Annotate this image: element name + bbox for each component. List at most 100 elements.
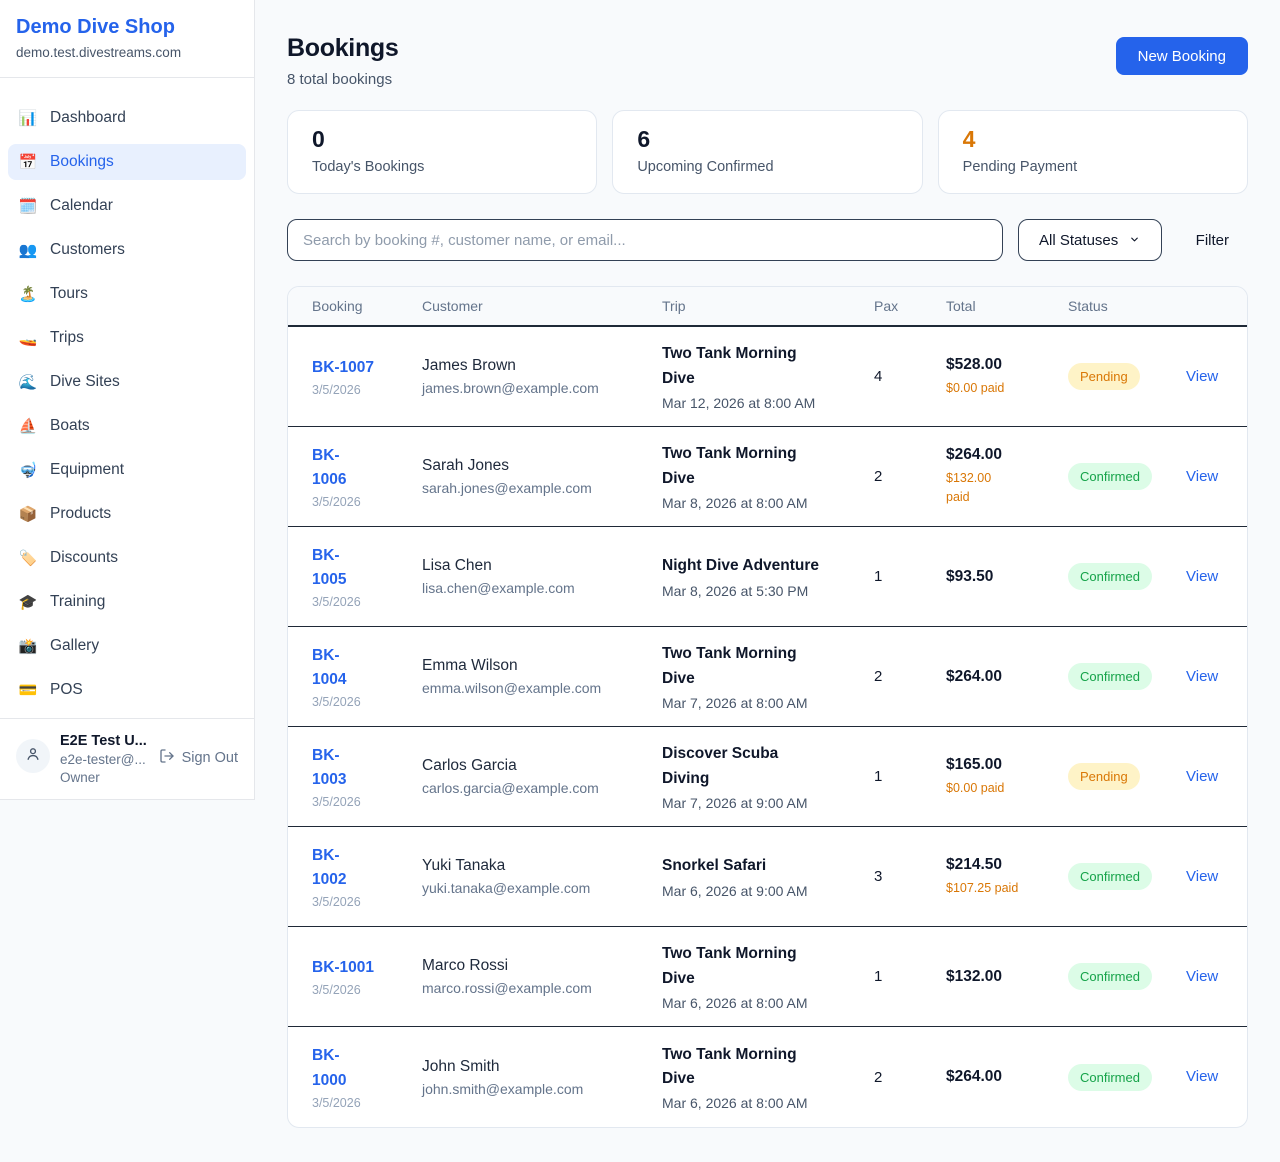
status-select[interactable]: All Statuses xyxy=(1017,219,1162,261)
nav-item-icon: 🏷️ xyxy=(18,550,38,567)
paid-amount: $132.00 paid xyxy=(946,471,992,504)
new-booking-button[interactable]: New Booking xyxy=(1115,37,1248,75)
customer-email: marco.rossi@example.com xyxy=(422,980,592,996)
avatar xyxy=(16,739,50,773)
sidebar-item[interactable]: 🏷️ Discounts xyxy=(8,540,246,576)
trip-cell: Snorkel Safari Mar 6, 2026 at 9:00 AM xyxy=(662,854,874,898)
sidebar-item[interactable]: 🎓 Training xyxy=(8,584,246,620)
sidebar-item[interactable]: 🗓️ Calendar xyxy=(8,188,246,224)
sidebar-item[interactable]: 📸 Gallery xyxy=(8,628,246,664)
trip-cell: Two Tank Morning Dive Mar 7, 2026 at 8:0… xyxy=(662,642,874,710)
pax-cell: 1 xyxy=(874,768,883,785)
pax-cell: 2 xyxy=(874,668,883,685)
status-cell: Confirmed xyxy=(1068,463,1186,490)
booking-cell: BK- 1006 3/5/2026 xyxy=(312,444,422,509)
action-cell: View xyxy=(1186,768,1232,786)
booking-id-link[interactable]: BK- 1006 xyxy=(312,446,347,488)
action-cell: View xyxy=(1186,668,1232,686)
customer-cell: John Smith john.smith@example.com xyxy=(422,1058,662,1097)
status-cell: Pending xyxy=(1068,763,1186,790)
table-row: BK- 1005 3/5/2026 Lisa Chen lisa.chen@ex… xyxy=(288,527,1247,627)
sidebar-item[interactable]: 📦 Products xyxy=(8,496,246,532)
booking-id-link[interactable]: BK-1007 xyxy=(312,358,375,376)
sidebar-item[interactable]: 🏝️ Tours xyxy=(8,276,246,312)
page-subtitle: 8 total bookings xyxy=(287,71,393,88)
customer-name: Carlos Garcia xyxy=(422,757,517,774)
sidebar-item[interactable]: 🌊 Dive Sites xyxy=(8,364,246,400)
pax-cell: 4 xyxy=(874,368,883,385)
nav-item-label: Gallery xyxy=(50,637,100,654)
sidebar-item[interactable]: 💳 POS xyxy=(8,672,246,708)
user-info: E2E Test U... e2e-tester@... Owner xyxy=(60,733,149,785)
status-badge: Pending xyxy=(1068,763,1140,790)
booking-id-link[interactable]: BK-1001 xyxy=(312,958,375,976)
nav-item-icon: 👥 xyxy=(18,242,38,259)
filter-button[interactable]: Filter xyxy=(1177,232,1248,249)
total-cell: $165.00 $0.00 paid xyxy=(946,756,1068,798)
booking-cell: BK- 1002 3/5/2026 xyxy=(312,844,422,909)
sidebar-item[interactable]: 📊 Dashboard xyxy=(8,100,246,136)
sign-out-label: Sign Out xyxy=(181,750,238,766)
customer-email: carlos.garcia@example.com xyxy=(422,780,599,796)
booking-id-link[interactable]: BK- 1002 xyxy=(312,846,347,888)
booking-date: 3/5/2026 xyxy=(312,383,361,397)
trip-time: Mar 7, 2026 at 8:00 AM xyxy=(662,694,808,711)
sign-out-icon xyxy=(159,748,175,768)
booking-id-link[interactable]: BK- 1003 xyxy=(312,746,347,788)
status-badge: Confirmed xyxy=(1068,863,1152,890)
view-link[interactable]: View xyxy=(1186,367,1219,385)
sidebar-item[interactable]: 🚤 Trips xyxy=(8,320,246,356)
view-link[interactable]: View xyxy=(1186,1068,1219,1085)
nav-item-icon: 🌊 xyxy=(18,374,38,391)
status-cell: Confirmed xyxy=(1068,563,1186,590)
booking-cell: BK- 1000 3/5/2026 xyxy=(312,1044,422,1109)
customer-name: Sarah Jones xyxy=(422,457,510,474)
status-cell: Confirmed xyxy=(1068,963,1186,990)
booking-id-link[interactable]: BK- 1000 xyxy=(312,1047,347,1089)
view-link[interactable]: View xyxy=(1186,967,1219,985)
trip-cell: Discover Scuba Diving Mar 7, 2026 at 9:0… xyxy=(662,742,874,810)
view-link[interactable]: View xyxy=(1186,867,1219,885)
trip-cell: Two Tank Morning Dive Mar 6, 2026 at 8:0… xyxy=(662,1043,874,1111)
nav-item-label: Dive Sites xyxy=(50,373,120,390)
view-link[interactable]: View xyxy=(1186,667,1219,685)
sidebar-item[interactable]: 👥 Customers xyxy=(8,232,246,268)
view-link[interactable]: View xyxy=(1186,467,1219,485)
action-cell: View xyxy=(1186,968,1232,986)
column-header: Pax xyxy=(874,298,899,314)
sign-out-button[interactable]: Sign Out xyxy=(159,748,238,768)
page-header-text: Bookings 8 total bookings xyxy=(287,34,399,88)
booking-date: 3/5/2026 xyxy=(312,695,361,710)
customer-email: sarah.jones@example.com xyxy=(422,480,592,496)
pax-cell: 2 xyxy=(874,1068,883,1086)
sidebar-item[interactable]: 🤿 Equipment xyxy=(8,452,246,488)
stat-label: Pending Payment xyxy=(962,159,1078,175)
trip-name: Two Tank Morning Dive xyxy=(662,445,797,487)
view-link[interactable]: View xyxy=(1186,767,1219,785)
table-row: BK-1007 3/5/2026 James Brown james.brown… xyxy=(288,327,1247,427)
total-amount: $264.00 xyxy=(946,446,1003,464)
trip-name: Night Dive Adventure xyxy=(662,557,820,575)
column-header: Status xyxy=(1068,298,1108,314)
sidebar-item[interactable]: 📅 Bookings xyxy=(8,144,246,180)
nav-item-icon: 📊 xyxy=(18,110,38,127)
customer-cell: Yuki Tanaka yuki.tanaka@example.com xyxy=(422,857,662,896)
total-cell: $264.00 xyxy=(946,1068,1068,1086)
customer-name: John Smith xyxy=(422,1057,500,1075)
nav-item-icon: 💳 xyxy=(18,682,38,699)
user-role: Owner xyxy=(60,770,100,785)
sidebar-item[interactable]: ⛵ Boats xyxy=(8,408,246,444)
booking-id-link[interactable]: BK- 1004 xyxy=(312,646,347,688)
status-cell: Confirmed xyxy=(1068,663,1186,690)
total-cell: $264.00 xyxy=(946,668,1068,686)
person-icon xyxy=(24,745,42,768)
customer-name: Yuki Tanaka xyxy=(422,857,506,874)
trip-cell: Two Tank Morning Dive Mar 6, 2026 at 8:0… xyxy=(662,942,874,1010)
view-link[interactable]: View xyxy=(1186,567,1219,585)
nav-item-icon: 📅 xyxy=(18,154,38,171)
status-badge: Confirmed xyxy=(1068,663,1152,690)
status-badge: Confirmed xyxy=(1068,563,1152,590)
search-input[interactable] xyxy=(287,219,1003,261)
trip-time: Mar 7, 2026 at 9:00 AM xyxy=(662,794,808,811)
booking-id-link[interactable]: BK- 1005 xyxy=(312,546,347,588)
